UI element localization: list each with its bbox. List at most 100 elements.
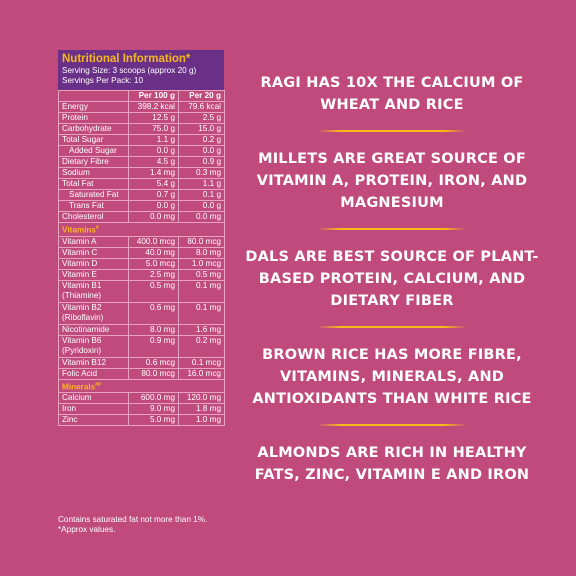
minerals-section-label: Minerals## (58, 378, 225, 394)
nutrient-name: Vitamin B2 (Riboflavin) (58, 301, 129, 325)
table-row: Calcium 600.0 mg 120.0 mg (58, 392, 225, 405)
nutrient-name: Protein (58, 112, 129, 124)
servings-per-pack: Servings Per Pack: 10 (62, 76, 144, 85)
nutrient-name: Trans Fat (58, 200, 129, 212)
table-row: Saturated Fat 0.7 g 0.1 g (58, 189, 225, 201)
nutrient-name: Saturated Fat (58, 189, 129, 201)
nutrient-name: Added Sugar (58, 145, 129, 157)
nutrient-name: Calcium (58, 392, 129, 405)
value-per-100g: 40.0 mg (128, 246, 179, 259)
footnote-approx: *Approx values. (58, 525, 116, 534)
value-per-100g: 5.0 mg (128, 414, 179, 427)
table-row: Total Sugar 1.1 g 0.2 g (58, 134, 225, 146)
value-per-20g: 80.0 mcg (178, 235, 225, 248)
table-row: Carbohydrate 75.0 g 15.0 g (58, 123, 225, 135)
header-per-100g: Per 100 g (128, 90, 179, 102)
value-per-20g: 0.0 g (178, 200, 225, 212)
vitamins-section: Vitamins# (58, 222, 225, 237)
value-per-20g: 0.1 g (178, 189, 225, 201)
value-per-100g: 9.0 mg (128, 403, 179, 416)
nutrient-name: Dietary Fibre (58, 156, 129, 168)
nutrient-name: Iron (58, 403, 129, 416)
nutrient-name: Total Fat (58, 178, 129, 190)
value-per-20g: 1.0 mcg (178, 257, 225, 270)
nutrient-name: Vitamin E (58, 268, 129, 281)
nutrient-name: Energy (58, 101, 129, 113)
table-row: Iron 9.0 mg 1.8 mg (58, 403, 225, 416)
minerals-section-mark: ## (95, 381, 101, 388)
value-per-20g: 1.8 mg (178, 403, 225, 416)
nutrient-name: Cholesterol (58, 211, 129, 223)
nutrition-header: Nutritional Information* Serving Size: 3… (58, 50, 224, 90)
value-per-100g: 0.6 mcg (128, 356, 179, 369)
vitamins-section-label: Vitamins# (58, 222, 225, 237)
divider-rule (317, 326, 467, 328)
nutrient-name: Vitamin C (58, 246, 129, 259)
nutrient-name: Nicotinamide (58, 323, 129, 336)
value-per-100g: 4.5 g (128, 156, 179, 168)
value-per-20g: 15.0 g (178, 123, 225, 135)
value-per-20g: 1.0 mg (178, 414, 225, 427)
nutrition-title: Nutritional Information* (62, 53, 191, 65)
minerals-section-text: Minerals (62, 382, 96, 392)
nutrient-name: Carbohydrate (58, 123, 129, 135)
table-row: Vitamin E 2.5 mg 0.5 mg (58, 268, 225, 281)
value-per-100g: 1.1 g (128, 134, 179, 146)
value-per-100g: 398.2 kcal (128, 101, 179, 113)
nutrient-name: Vitamin B6 (Pyridoxin) (58, 334, 129, 358)
value-per-20g: 2.5 g (178, 112, 225, 124)
serving-size: Serving Size: 3 scoops (approx 20 g) (62, 66, 197, 75)
value-per-20g: 16.0 mcg (178, 367, 225, 380)
facts-list: Ragi has 10x the calcium of wheat and ri… (244, 70, 540, 486)
table-row: Trans Fat 0.0 g 0.0 g (58, 200, 225, 212)
value-per-100g: 0.0 g (128, 200, 179, 212)
value-per-100g: 8.0 mg (128, 323, 179, 336)
table-row: Vitamin B2 (Riboflavin) 0.6 mg 0.1 mg (58, 301, 225, 325)
value-per-20g: 0.1 mg (178, 301, 225, 325)
value-per-20g: 79.6 kcal (178, 101, 225, 113)
nutrient-name: Total Sugar (58, 134, 129, 146)
value-per-20g: 0.1 mg (178, 279, 225, 303)
table-row: Added Sugar 0.0 g 0.0 g (58, 145, 225, 157)
value-per-100g: 0.0 mg (128, 211, 179, 223)
value-per-100g: 80.0 mcg (128, 367, 179, 380)
table-row: Folic Acid 80.0 mcg 16.0 mcg (58, 367, 225, 380)
value-per-20g: 0.2 g (178, 134, 225, 146)
nutrient-name: Vitamin B1 (Thiamine) (58, 279, 129, 303)
value-per-100g: 1.4 mg (128, 167, 179, 179)
header-per-20g: Per 20 g (178, 90, 225, 102)
value-per-100g: 0.0 g (128, 145, 179, 157)
value-per-100g: 5.4 g (128, 178, 179, 190)
value-per-100g: 12.5 g (128, 112, 179, 124)
table-row: Dietary Fibre 4.5 g 0.9 g (58, 156, 225, 168)
minerals-section: Minerals## (58, 378, 225, 394)
table-row: Energy 398.2 kcal 79.6 kcal (58, 101, 225, 113)
value-per-20g: 0.0 mg (178, 211, 225, 223)
table-row: Vitamin D 5.0 mcg 1.0 mcg (58, 257, 225, 270)
value-per-20g: 0.1 mcg (178, 356, 225, 369)
table-row: Cholesterol 0.0 mg 0.0 mg (58, 211, 225, 223)
fact-ragi: Ragi has 10x the calcium of wheat and ri… (260, 75, 524, 113)
value-per-100g: 600.0 mg (128, 392, 179, 405)
vitamins-section-mark: # (95, 225, 99, 231)
nutrition-footnotes: Contains saturated fat not more than 1%.… (58, 515, 207, 535)
value-per-20g: 0.2 mg (178, 334, 225, 358)
nutrition-column-header: Per 100 g Per 20 g (58, 90, 225, 102)
table-row: Sodium 1.4 mg 0.3 mg (58, 167, 225, 179)
divider-rule (317, 424, 467, 426)
footnote-saturated-fat: Contains saturated fat not more than 1%. (58, 515, 208, 524)
fact-almonds: Almonds are rich in healthy fats, zinc, … (254, 445, 530, 483)
value-per-20g: 0.5 mg (178, 268, 225, 281)
table-row: Vitamin A 400.0 mcg 80.0 mcg (58, 235, 225, 248)
value-per-100g: 0.9 mg (128, 334, 179, 358)
value-per-100g: 5.0 mcg (128, 257, 179, 270)
nutrient-name: Vitamin D (58, 257, 129, 270)
table-row: Vitamin B1 (Thiamine) 0.5 mg 0.1 mg (58, 279, 225, 303)
nutrient-name: Vitamin B12 (58, 356, 129, 369)
value-per-20g: 0.0 g (178, 145, 225, 157)
table-row: Vitamin B6 (Pyridoxin) 0.9 mg 0.2 mg (58, 334, 225, 358)
value-per-100g: 400.0 mcg (128, 235, 179, 248)
nutrient-name: Folic Acid (58, 367, 129, 380)
fact-millets: Millets are great source of Vitamin A, p… (256, 151, 528, 211)
value-per-100g: 2.5 mg (128, 268, 179, 281)
